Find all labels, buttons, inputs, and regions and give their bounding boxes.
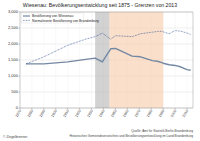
y-tick-label: 500 [11,89,18,94]
x-tick [20,108,21,110]
x-tick [91,108,92,110]
x-tick [139,108,140,110]
x-tick-label: 1890 [39,109,46,118]
plot-area [26,12,191,108]
x-tick-label: 1900 [50,109,57,118]
x-tick-label: 1880 [27,109,34,118]
y-tick [19,76,21,77]
x-tick-label: 1940 [98,109,105,118]
x-tick [43,108,44,110]
y-tick [19,28,21,29]
x-tick-label: 1930 [86,109,93,118]
y-tick-label: 2,000 [8,41,19,46]
y-tick [19,108,21,109]
legend-swatch [23,15,30,16]
x-tick-label: 1950 [110,109,117,118]
grid-line [43,12,44,108]
grid-line [187,12,188,108]
grid-line [31,12,32,108]
x-tick [55,108,56,110]
title: Wiesenau: Bevölkerungsentwicklung seit 1… [23,2,177,8]
plot-frame [20,12,193,108]
y-tick [19,92,21,93]
x-tick [151,108,152,110]
chart: Wiesenau: Bevölkerungsentwicklung seit 1… [0,0,200,141]
y-tick [19,12,21,13]
x-tick-label: 2010 [182,109,189,118]
source: Historisches Gemeindeverzeichnis und Bev… [70,134,194,138]
y-tick [19,60,21,61]
period-span [109,12,163,108]
x-tick-label: 1870 [15,109,22,118]
series-line [26,31,191,64]
grid-line [55,12,56,108]
x-tick-label: 1920 [74,109,81,118]
x-tick-label: 1910 [62,109,69,118]
legend-label: Bevölkerung von Wiesenau [32,14,73,18]
grid-line [175,12,176,108]
x-tick-label: 1980 [146,109,153,118]
legend-swatch [23,20,30,21]
source: Quelle: Amt für Statistik Berlin-Branden… [131,129,193,133]
x-tick-label: 1970 [134,109,141,118]
x-tick [31,108,32,110]
series-line [26,48,191,70]
x-tick [67,108,68,110]
y-tick-label: 1,500 [8,57,19,62]
x-tick [175,108,176,110]
x-tick [103,108,104,110]
x-tick [187,108,188,110]
y-tick [19,44,21,45]
y-tick-label: 1,000 [8,73,19,78]
x-tick [127,108,128,110]
x-tick [79,108,80,110]
grid-line [67,12,68,108]
y-tick-label: 3,000 [8,9,19,14]
grid-line [91,12,92,108]
x-tick-label: 1960 [122,109,129,118]
x-tick-label: 1990 [158,109,165,118]
y-tick-label: 2,500 [8,25,19,30]
x-tick-label: 2000 [170,109,177,118]
author: © Ziegelbrenner [3,135,28,139]
x-tick [115,108,116,110]
x-tick [163,108,164,110]
legend-label: Normalisierte Bevölkerung von Brandenbur… [32,19,99,23]
